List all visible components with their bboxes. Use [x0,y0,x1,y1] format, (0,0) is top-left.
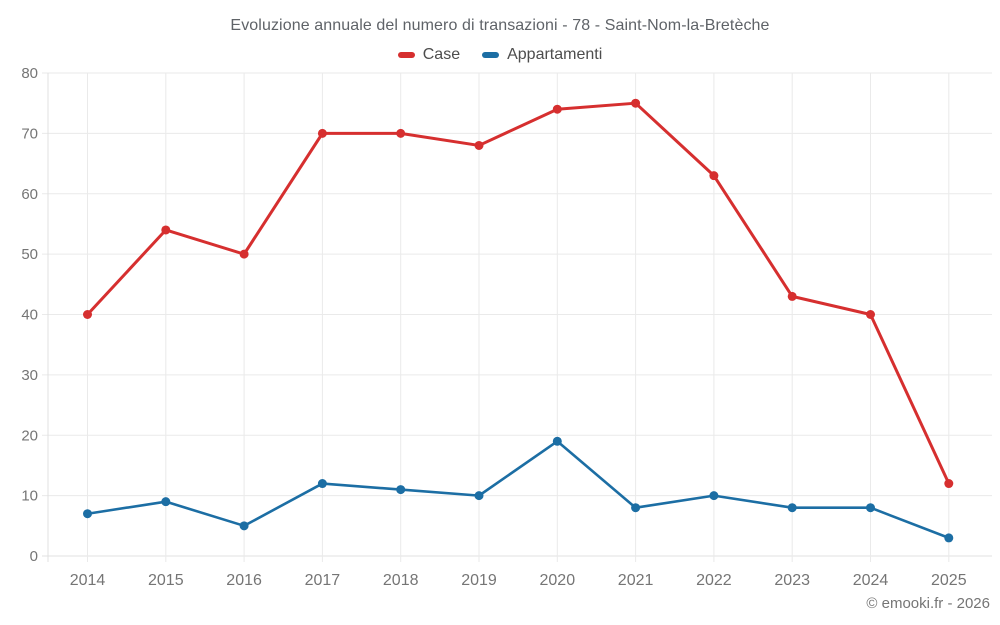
x-axis-tick-label: 2021 [618,572,654,589]
y-axis-tick-label: 60 [21,186,38,203]
case-data-point-2015[interactable] [161,225,171,235]
legend-swatch-case-icon [397,52,415,58]
chart-title: Evoluzione annuale del numero di transaz… [230,17,770,34]
case-data-point-2023[interactable] [787,291,797,301]
case-data-point-2014[interactable] [83,310,92,319]
x-axis-tick-label: 2024 [853,572,889,589]
case-data-point-2021[interactable] [631,98,641,108]
case-data-point-2018[interactable] [396,128,406,138]
appartamenti-data-point-2020[interactable] [552,436,562,446]
x-axis-tick-label: 2019 [461,572,497,589]
legend-label-appartamenti: Appartamenti [507,46,603,63]
x-axis-tick-label: 2016 [226,572,262,589]
y-axis-tick-label: 70 [21,125,38,142]
x-axis-tick-label: 2025 [931,572,967,589]
appartamenti-data-point-2022[interactable] [709,491,719,501]
case-data-point-2024[interactable] [866,310,875,319]
appartamenti-data-point-2018[interactable] [396,485,406,495]
appartamenti-line [86,439,951,540]
x-axis-tick-label: 2017 [305,572,341,589]
copyright-credit: © emooki.fr - 2026 [866,595,990,612]
case-data-point-2016[interactable] [239,249,249,259]
y-axis-tick-label: 80 [21,65,38,82]
legend-label-case: Case [422,46,461,63]
legend-swatch-appartamenti-icon [482,52,500,58]
case-data-point-2025[interactable] [944,479,954,489]
appartamenti-data-point-2015[interactable] [161,497,171,507]
appartamenti-data-point-2023[interactable] [787,503,797,513]
case-data-point-2017[interactable] [317,128,327,138]
x-axis-tick-label: 2020 [540,572,576,589]
case-data-point-2020[interactable] [552,104,562,114]
y-axis-tick-label: 20 [21,427,38,444]
y-axis-tick-label: 10 [21,488,38,505]
appartamenti-data-point-2024[interactable] [866,503,875,513]
appartamenti-data-point-2019[interactable] [474,491,484,501]
x-axis-tick-label: 2015 [148,572,184,589]
legend-item-appartamenti[interactable]: Appartamenti [482,46,602,64]
appartamenti-data-point-2016[interactable] [239,521,249,531]
appartamenti-data-point-2017[interactable] [317,479,327,489]
case-line [86,101,951,486]
y-axis-tick-label: 30 [21,367,38,384]
y-axis-tick-label: 50 [21,246,38,263]
appartamenti-data-point-2021[interactable] [631,503,641,513]
x-axis-tick-label: 2023 [774,572,810,589]
legend: Case Appartamenti [0,46,1000,64]
y-axis-tick-label: 0 [30,548,38,565]
case-data-point-2022[interactable] [709,171,719,181]
appartamenti-data-point-2025[interactable] [944,533,954,543]
appartamenti-data-point-2014[interactable] [83,509,92,519]
x-axis-tick-label: 2014 [70,572,106,589]
x-axis-tick-label: 2018 [383,572,419,589]
y-axis-tick-label: 40 [21,307,38,324]
x-axis-tick-label: 2022 [696,572,732,589]
case-data-point-2019[interactable] [474,140,484,150]
legend-item-case[interactable]: Case [397,46,461,64]
